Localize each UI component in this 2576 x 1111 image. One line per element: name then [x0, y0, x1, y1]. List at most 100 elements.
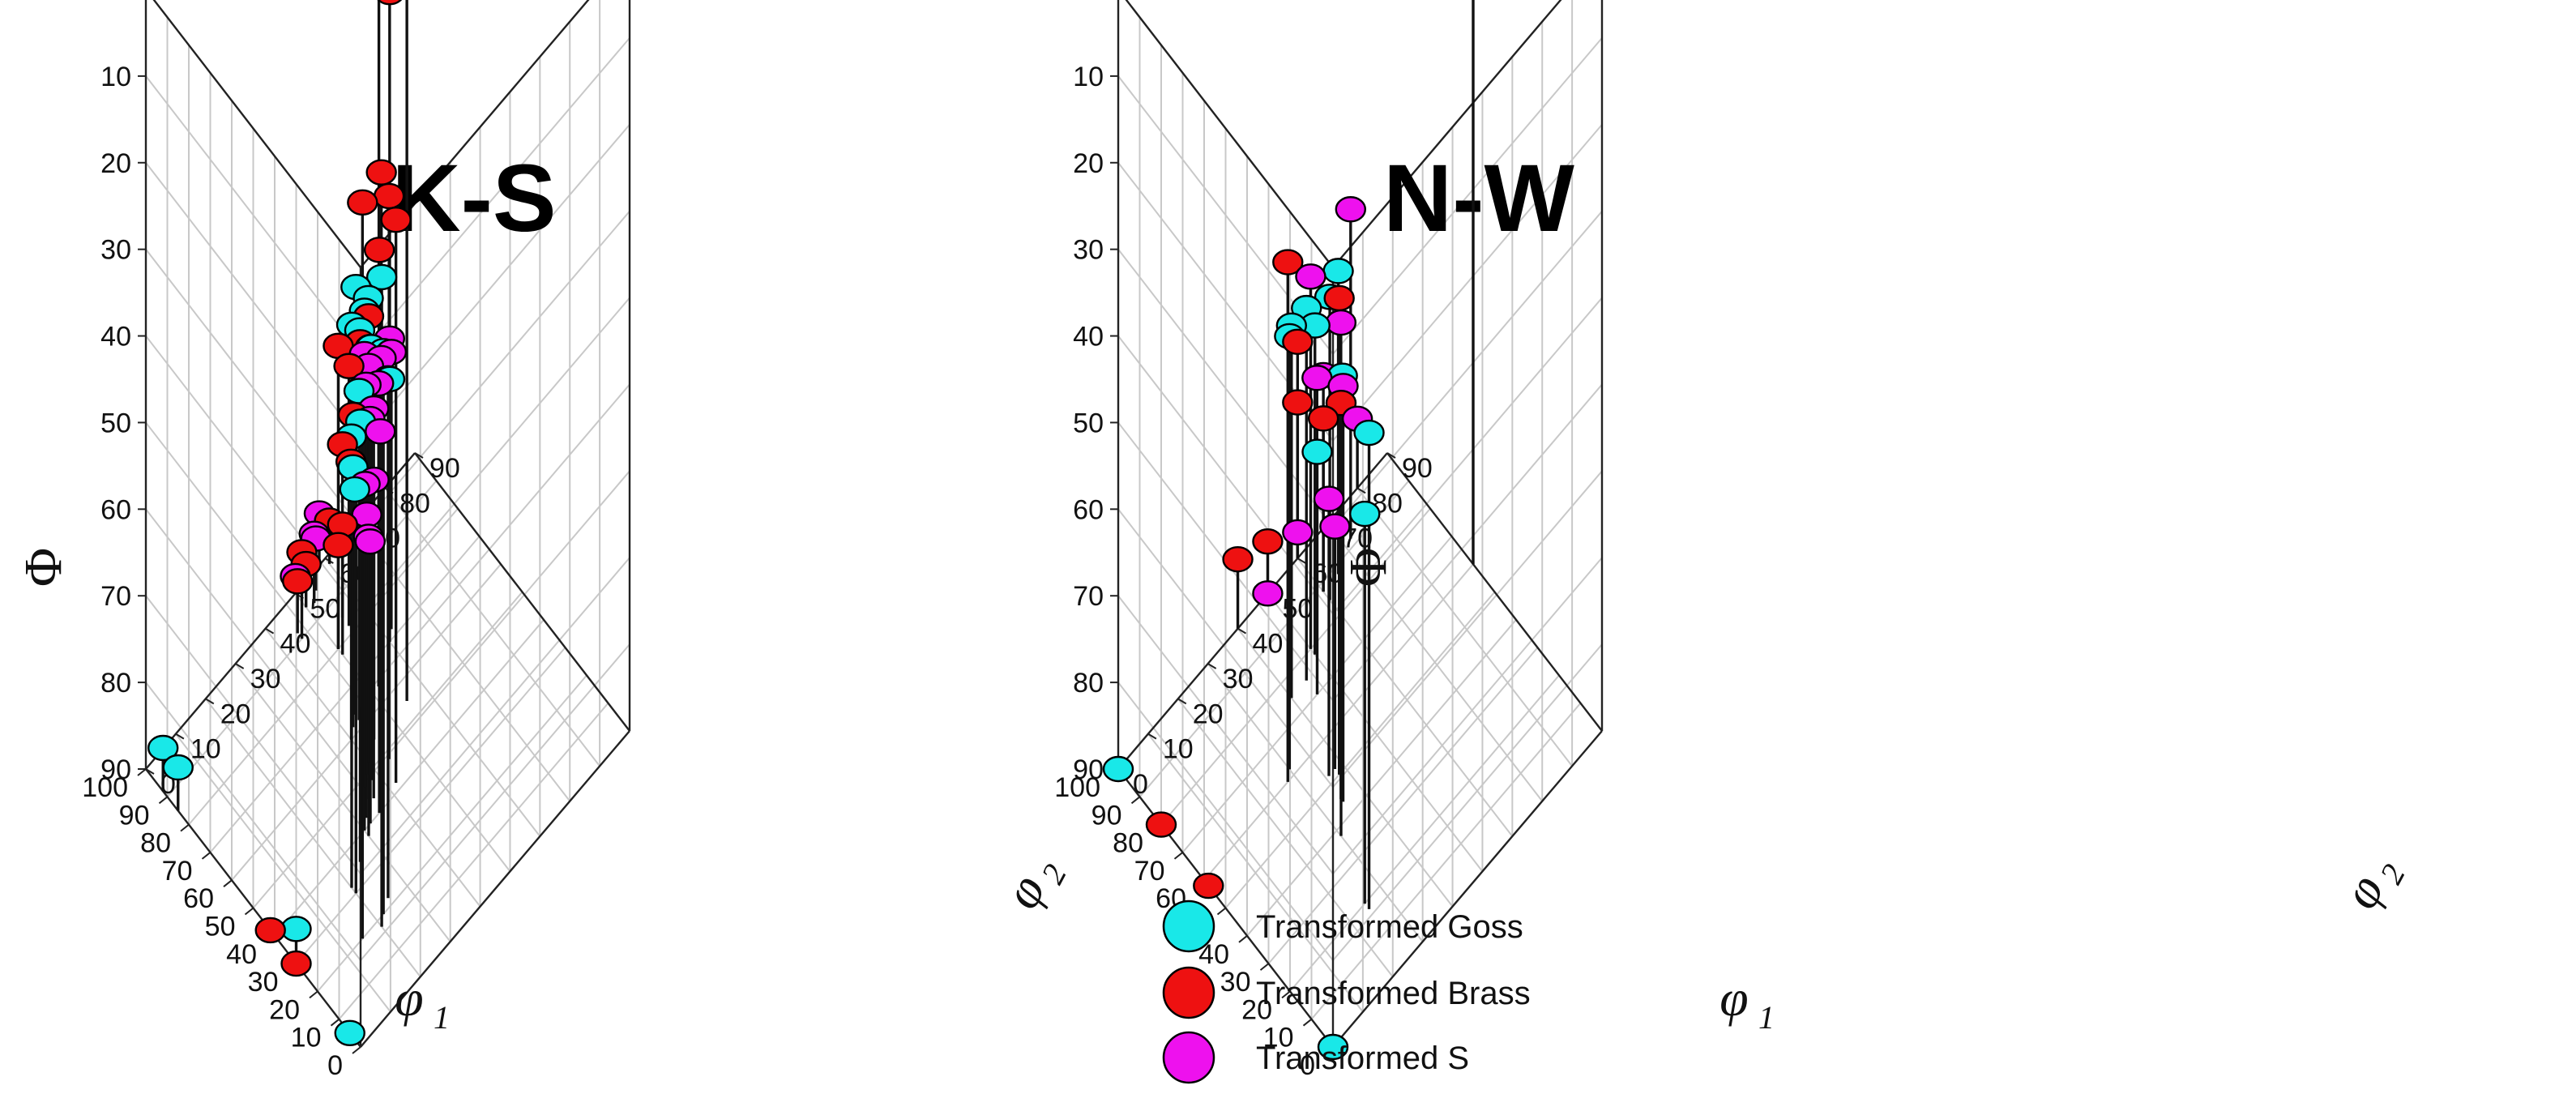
tick-label-Phi: 60 [100, 494, 131, 525]
grid-back-Phi [145, 335, 361, 615]
tick-mark-phi2 [1237, 627, 1247, 635]
tick-label-phi1: 90 [119, 800, 150, 831]
grid-floor-phi1 [295, 647, 566, 964]
grid-floor-phi1 [338, 703, 609, 1020]
tick-mark-phi1 [244, 907, 254, 916]
tick-label-phi1: 20 [269, 994, 300, 1025]
tick-mark-phi2 [1207, 663, 1217, 669]
legend-entry-brass: Transformed Brass [1162, 966, 1531, 1019]
tick-label-phi2: 30 [1223, 664, 1254, 694]
point-s [1319, 513, 1351, 540]
grid-floor-phi1 [1160, 507, 1431, 826]
grid-side-Phi [360, 37, 630, 355]
point-brass [377, 0, 403, 6]
grid-floor-phi2 [294, 592, 511, 872]
point-brass [1307, 405, 1339, 432]
grid-back-Phi [145, 162, 361, 442]
tick-label-Phi: 10 [1073, 62, 1104, 92]
tick-label-Phi: 20 [100, 148, 131, 179]
point-s [1313, 485, 1345, 512]
grid-back-Phi [1117, 508, 1334, 788]
tick-label-phi1: 100 [1054, 772, 1100, 803]
grid-back-Phi [1117, 595, 1334, 874]
tick-label-phi2: 0 [1133, 769, 1148, 800]
grid-side-Phi [360, 211, 630, 528]
tick-mark-phi1 [1173, 852, 1184, 860]
legend-marker-s [1162, 1031, 1215, 1084]
axis-title-phi1: φ [1719, 969, 1748, 1027]
axis-title-phi1: φ [395, 969, 423, 1027]
point-brass [347, 189, 378, 216]
grid-floor-phi2 [1267, 592, 1484, 872]
point-s [1252, 580, 1284, 607]
axis-title-phi1-subscript: 1 [434, 999, 450, 1036]
tick-mark-phi1 [137, 768, 147, 776]
grid-side-Phi [1332, 211, 1603, 528]
tick-label-phi1: 50 [205, 912, 236, 942]
point-goss [1317, 1033, 1349, 1061]
tick-label-phi2: 40 [280, 629, 311, 660]
tick-label-phi1: 100 [82, 772, 128, 803]
tick-label-Phi: 80 [1073, 668, 1104, 699]
tick-label-Phi: 0 [116, 0, 131, 6]
tick-label-phi2: 40 [1253, 629, 1284, 660]
tick-label-phi1: 30 [1220, 967, 1251, 998]
grid-floor-phi2 [1237, 628, 1454, 908]
grid-side-Phi [360, 383, 630, 702]
tick-label-phi1: 0 [327, 1050, 343, 1081]
box-edge [152, 0, 361, 268]
tick-label-phi1: 80 [1113, 828, 1143, 859]
grid-floor-phi2 [1177, 698, 1394, 977]
tick-label-Phi: 90 [1073, 754, 1104, 785]
tick-label-phi1: 30 [248, 967, 279, 998]
grid-back-Phi [145, 595, 361, 874]
grid-floor-phi1 [1267, 647, 1539, 964]
tick-mark-phi1 [1130, 796, 1141, 805]
point-goss [1353, 419, 1385, 447]
tick-mark-phi1 [201, 852, 211, 860]
box-edge [1386, 452, 1603, 732]
grid-back-Phi [1117, 335, 1334, 615]
point-s [1295, 263, 1326, 290]
point-brass [254, 917, 286, 944]
tick-mark-phi1 [223, 879, 233, 887]
point-brass [365, 159, 397, 186]
point-goss [339, 476, 370, 503]
point-brass [1323, 284, 1355, 312]
grid-floor-phi2 [384, 487, 600, 767]
point-brass [1145, 811, 1177, 838]
grid-floor-phi1 [1310, 703, 1582, 1020]
box-edge [1125, 0, 1334, 268]
box-edge [1332, 730, 1603, 1048]
tick-label-phi2: 20 [220, 699, 251, 729]
grid-floor-phi1 [188, 507, 459, 826]
point-goss [1102, 755, 1134, 783]
point-brass [1282, 328, 1314, 355]
tick-mark-phi2 [145, 768, 155, 775]
grid-side-Phi [360, 297, 630, 615]
point-brass [380, 206, 412, 233]
tick-label-phi1: 70 [162, 856, 193, 887]
point-brass [363, 237, 395, 263]
point-goss [1301, 438, 1333, 465]
tick-label-phi1: 40 [226, 939, 257, 970]
tick-label-Phi: 70 [1073, 581, 1104, 612]
tick-label-phi2: 80 [399, 488, 430, 519]
axis-title-phi1-subscript: 1 [1758, 999, 1775, 1036]
point-brass [333, 353, 365, 379]
tick-label-phi1: 10 [1263, 1023, 1294, 1053]
tick-label-phi2: 90 [429, 453, 460, 484]
point-s [1282, 519, 1314, 546]
tick-label-Phi: 50 [1073, 408, 1104, 438]
point-brass [1272, 249, 1304, 276]
tick-label-Phi: 20 [1073, 148, 1104, 179]
grid-back-Phi [145, 682, 361, 961]
tick-mark-phi2 [1147, 733, 1157, 740]
grid-back-Phi [145, 249, 361, 528]
tick-label-Phi: 0 [1088, 0, 1104, 6]
tick-mark-phi2 [1297, 558, 1306, 564]
tick-mark-phi1 [1302, 1018, 1313, 1027]
grid-floor-phi2 [1326, 523, 1544, 802]
grid-floor-phi2 [204, 698, 421, 977]
tick-label-Phi: 30 [1073, 235, 1104, 266]
